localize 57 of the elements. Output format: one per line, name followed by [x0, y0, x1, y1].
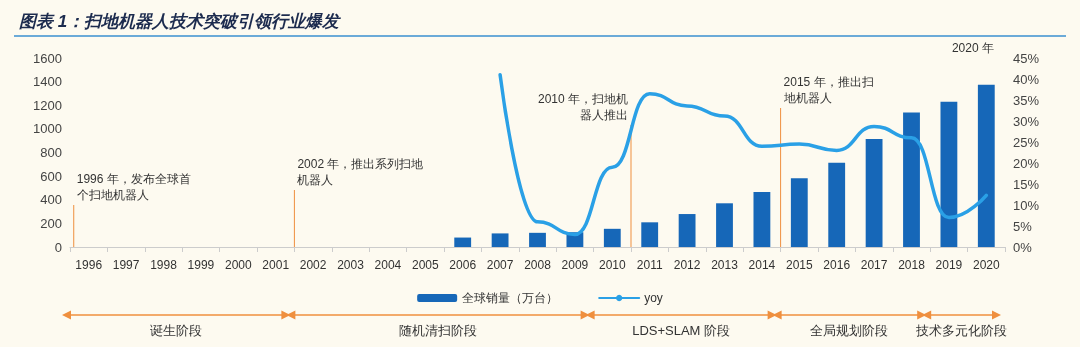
x-tick-label: 1997 [112, 258, 140, 272]
x-tick-label: 2019 [935, 258, 963, 272]
text: 诞生阶段 [150, 323, 203, 338]
x-tick-label: 2008 [524, 258, 552, 272]
y2-tick-label: 40% [1013, 71, 1040, 87]
y-tick-label: 1200 [33, 97, 62, 113]
y-tick-label: 0 [54, 239, 62, 255]
y-tick-label: 1600 [33, 50, 62, 66]
x-tick-label: 2000 [224, 258, 252, 272]
y2-tick-label: 25% [1013, 134, 1040, 150]
text: 技术多元化阶段 [915, 323, 1008, 338]
x-tick-label: 2015 [785, 258, 813, 272]
y2-tick-label: 20% [1013, 155, 1040, 171]
chart-title: 图表 1：扫地机器人技术突破引领行业爆发 [19, 12, 342, 31]
x-tick-label: 2004 [374, 258, 402, 272]
annotation: 1996 年，发布全球首个扫地机器人 [76, 172, 191, 202]
y2-tick-label: 30% [1013, 113, 1040, 129]
x-tick-label: 1996 [75, 258, 103, 272]
x-tick-label: 2018 [898, 258, 926, 272]
y2-tick-label: 0% [1013, 239, 1033, 255]
y2-tick-label: 5% [1013, 218, 1033, 234]
y-tick-label: 400 [40, 192, 62, 208]
legend-label: yoy [644, 291, 663, 305]
x-tick-label: 2003 [337, 258, 365, 272]
x-tick-label: 2009 [561, 258, 589, 272]
y-tick-label: 800 [40, 145, 62, 160]
x-tick-label: 2020 [972, 258, 1000, 272]
y2-tick-label: 10% [1013, 197, 1040, 213]
annotation: 2010 年，扫地机器人推出 [537, 92, 628, 122]
x-tick-label: 2014 [748, 258, 776, 272]
text: 随机清扫阶段 [399, 323, 477, 338]
text: LDS+SLAM 阶段 [632, 323, 731, 338]
annotation: 2015 年，推出扫地机器人 [782, 75, 874, 105]
x-tick-label: 2006 [449, 258, 477, 272]
y2-tick-label: 35% [1013, 92, 1040, 108]
x-tick-label: 1998 [150, 258, 178, 272]
y-tick-label: 200 [40, 215, 62, 231]
text: 全局规划阶段 [810, 323, 889, 338]
x-tick-label: 1999 [187, 258, 215, 272]
x-tick-label: 2005 [411, 258, 439, 272]
x-tick-label: 2012 [673, 258, 701, 272]
y-tick-label: 1400 [33, 74, 62, 90]
y-tick-label: 1000 [33, 121, 62, 137]
y-tick-label: 600 [40, 168, 62, 184]
x-tick-label: 2002 [299, 258, 327, 272]
x-tick-label: 2013 [711, 258, 739, 272]
annotation: 2002 年，推出系列扫地机器人 [297, 157, 424, 187]
y2-tick-label: 15% [1013, 176, 1040, 192]
text: 2020 年 [951, 41, 994, 55]
x-tick-label: 2001 [262, 258, 290, 272]
x-tick-label: 2016 [823, 258, 851, 272]
x-tick-label: 2011 [636, 258, 663, 272]
y2-tick-label: 45% [1013, 50, 1040, 66]
x-tick-label: 2010 [598, 258, 626, 272]
legend-label: 全球销量（万台） [462, 291, 559, 305]
x-tick-label: 2017 [860, 258, 888, 272]
x-tick-label: 2007 [486, 258, 514, 272]
